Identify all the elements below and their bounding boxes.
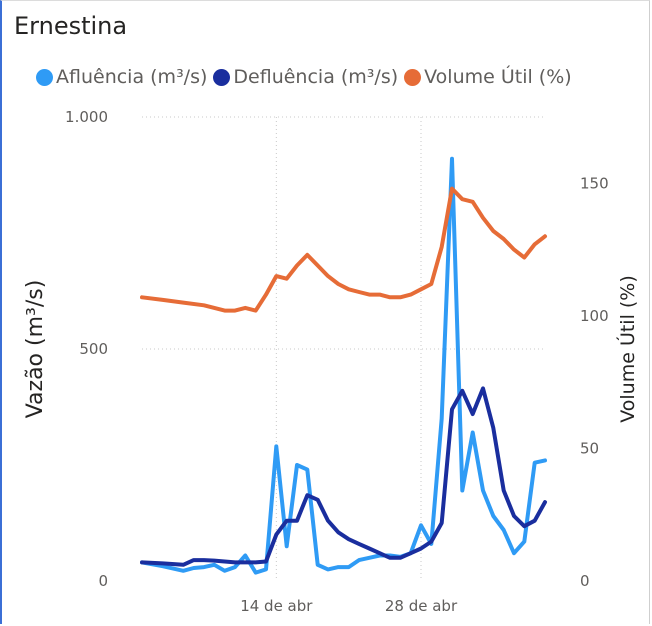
axis-ticks: 0 500 1.000 0 50 100 150 14 de abr 28 de abr: [65, 108, 609, 615]
y-axis-title-right: Volume Útil (%): [615, 275, 639, 423]
y-right-tick-label: 100: [580, 307, 609, 325]
legend-marker-volume: [404, 68, 422, 86]
y-right-tick-label: 50: [580, 439, 599, 457]
legend-item-volume[interactable]: Volume Útil (%): [404, 66, 572, 88]
legend-marker-afluencia: [36, 68, 53, 86]
x-tick-label: 28 de abr: [385, 597, 458, 615]
y-left-tick-label: 1.000: [65, 108, 108, 126]
legend-label-volume: Volume Útil (%): [424, 66, 572, 88]
legend-item-afluencia[interactable]: Afluência (m³/s): [36, 66, 207, 88]
series-line-defluencia: [140, 386, 547, 567]
legend-item-defluencia[interactable]: Defluência (m³/s): [213, 66, 398, 88]
legend-label-afluencia: Afluência (m³/s): [56, 66, 208, 88]
y-left-tick-label: 0: [98, 572, 108, 590]
legend-label-defluencia: Defluência (m³/s): [233, 66, 399, 88]
series-line-afluencia: [140, 156, 547, 575]
legend-marker-defluencia: [213, 68, 231, 86]
chart-title: Ernestina: [14, 12, 128, 40]
y-axis-title-left: Vazão (m³/s): [23, 280, 48, 419]
gridlines: [142, 116, 545, 581]
y-right-tick-label: 150: [580, 174, 609, 192]
series-lines: [140, 156, 547, 575]
series-line-volume: [140, 186, 547, 313]
x-tick-label: 14 de abr: [240, 597, 313, 615]
y-right-tick-label: 0: [580, 572, 590, 590]
chart-legend: Afluência (m³/s) Defluência (m³/s) Volum…: [36, 64, 578, 90]
y-left-tick-label: 500: [79, 340, 108, 358]
